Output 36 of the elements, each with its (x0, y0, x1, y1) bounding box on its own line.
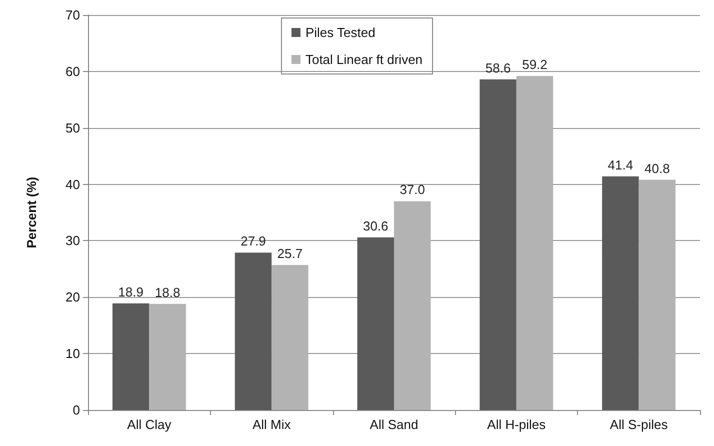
data-label: 40.8 (644, 160, 670, 176)
y-tick-label: 20 (66, 290, 80, 305)
data-label: 25.7 (277, 246, 303, 261)
bar (112, 303, 150, 410)
bar (516, 76, 554, 410)
y-tick-label: 70 (66, 8, 80, 22)
y-tick-label: 10 (66, 346, 80, 362)
bar (638, 180, 676, 410)
data-label: 41.4 (608, 157, 634, 172)
legend-label: Total Linear ft driven (305, 52, 423, 67)
bar (602, 176, 639, 410)
bar (149, 304, 186, 410)
x-tick-label: All H-piles (487, 417, 546, 432)
data-label: 27.9 (240, 234, 266, 249)
legend-label: Piles Tested (305, 25, 376, 40)
x-tick-label: All Mix (252, 417, 292, 432)
data-label: 18.9 (118, 284, 144, 300)
data-label: 58.6 (485, 60, 511, 76)
data-label: 30.6 (362, 218, 388, 234)
data-label: 37.0 (400, 182, 426, 198)
x-tick-label: All Clay (127, 417, 172, 432)
y-tick-label: 40 (66, 176, 80, 192)
bar (234, 252, 272, 410)
x-tick-label: All Sand (370, 417, 418, 432)
bar (394, 201, 431, 410)
y-tick-label: 0 (72, 402, 80, 418)
data-label: 59.2 (522, 56, 548, 72)
y-axis-title: Percent (%) (24, 176, 39, 248)
bar (272, 264, 308, 410)
y-tick-label: 60 (66, 64, 80, 79)
bar (480, 79, 516, 410)
bar (357, 237, 394, 410)
y-tick-label: 30 (66, 233, 80, 248)
y-tick-label: 50 (66, 120, 80, 136)
data-label: 18.8 (154, 284, 180, 300)
x-tick-label: All S-piles (610, 417, 668, 432)
